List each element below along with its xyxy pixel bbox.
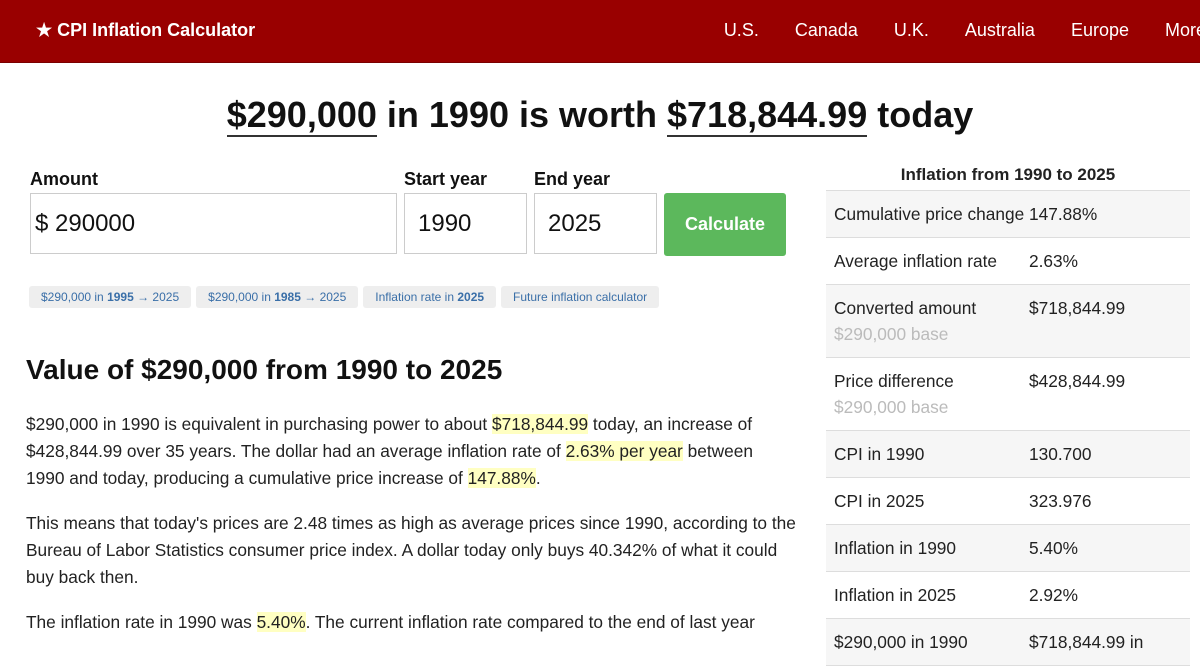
chip-text: Future inflation calculator <box>513 290 648 304</box>
row-value: 2.63% <box>1029 251 1079 271</box>
headline-mid: in 1990 is worth <box>386 94 657 135</box>
chip[interactable]: Future inflation calculator <box>501 286 660 308</box>
chip-text: → 2025 <box>300 290 347 304</box>
row-value: 5.40% <box>1029 538 1079 558</box>
chip-text: $290,000 in <box>208 290 275 304</box>
sidebar-title: Inflation from 1990 to 2025 <box>826 160 1190 191</box>
text: today, an increase of $428,844.99 over 3… <box>26 414 753 461</box>
end-label: End year <box>534 169 611 189</box>
paragraph: The inflation rate in 1990 was 5.40%. Th… <box>26 609 796 636</box>
headline-tail: today <box>877 94 974 135</box>
sidebar-row: Inflation in 2025 2.92% <box>826 572 1190 619</box>
label: Cumulative price change <box>834 204 1025 224</box>
row-value: $718,844.99 <box>1029 298 1126 318</box>
sidebar-row: CPI in 2025 323.976 <box>826 478 1190 525</box>
row-label: CPI in 2025 <box>834 488 1029 514</box>
text: $290,000 in 1990 is equivalent in purcha… <box>26 414 492 434</box>
sidebar-row: Price difference $290,000 base $428,844.99 <box>826 358 1190 431</box>
nav-link[interactable]: U.K. <box>893 20 929 40</box>
row-label: Inflation in 1990 <box>834 535 1029 561</box>
label: Inflation in 1990 <box>834 538 957 558</box>
sidebar-row: Converted amount $290,000 base $718,844.99 <box>826 285 1190 358</box>
chip[interactable]: $290,000 in 1985 → 2025 <box>196 286 359 308</box>
sidebar-rows: Cumulative price change 147.88% Average in… <box>826 191 1190 666</box>
sidebar-row: Inflation in 1990 5.40% <box>826 525 1190 572</box>
text: between 1990 and today, producing a cumu… <box>26 441 753 488</box>
row-label: Price difference $290,000 base <box>834 368 1029 420</box>
chip-text: → 2025 <box>133 290 180 304</box>
amount-label: Amount <box>30 169 98 189</box>
chip-text: 2025 <box>457 290 485 304</box>
sidebar-row: CPI in 1990 130.700 <box>826 431 1190 478</box>
row-label: Inflation in 2025 <box>834 582 1029 608</box>
text: . The current inflation rate compared to… <box>305 612 755 632</box>
nav: U.S. Canada U.K. Australia Europe More <box>724 20 1200 41</box>
label: $290,000 in 1990 <box>834 632 968 652</box>
highlight: 147.88% <box>467 468 536 488</box>
chip[interactable]: $290,000 in 1995 → 2025 <box>29 286 192 308</box>
highlight: 2.63% per year <box>565 441 683 461</box>
end-input[interactable]: 2025 <box>534 193 657 254</box>
currency: $ <box>35 210 49 237</box>
paragraph: $290,000 in 1990 is equivalent in purcha… <box>26 411 796 492</box>
sidebar-row: Average inflation rate 2.63% <box>826 238 1190 285</box>
row-label: Cumulative price change <box>834 201 1029 227</box>
label: Average inflation rate <box>834 251 997 271</box>
label: CPI in 1990 <box>834 444 925 464</box>
sidebar-row: Cumulative price change 147.88% <box>826 191 1190 238</box>
row-label: Average inflation rate <box>834 248 1029 274</box>
row-value: 2.92% <box>1029 585 1079 605</box>
nav-link[interactable]: Europe <box>1070 20 1129 40</box>
nav-link[interactable]: Canada <box>794 20 858 40</box>
chip-text: 1985 <box>274 290 301 304</box>
amount: $290,000 <box>226 94 377 137</box>
text: . <box>535 468 541 488</box>
highlight: 5.40% <box>256 612 306 632</box>
note: $290,000 base <box>834 397 949 417</box>
paragraph: This means that today's prices are 2.48 … <box>26 510 796 591</box>
sidebar-row: $290,000 in 1990 $718,844.99 in <box>826 619 1190 666</box>
label: Inflation in 2025 <box>834 585 957 605</box>
row-label: CPI in 1990 <box>834 441 1029 467</box>
note: $290,000 base <box>834 324 949 344</box>
row-value: $718,844.99 in <box>1029 632 1144 652</box>
brand[interactable]: ★ CPI Inflation Calculator <box>36 20 256 40</box>
label: Converted amount <box>834 298 977 318</box>
chip-text: 1995 <box>107 290 134 304</box>
nav-link[interactable]: Australia <box>964 20 1035 40</box>
headline: $290,000 in 1990 is worth $718,844.99 to… <box>0 94 1200 137</box>
start-input[interactable]: 1990 <box>404 193 527 254</box>
row-value: 130.700 <box>1029 444 1092 464</box>
nav-link[interactable]: More <box>1164 20 1200 40</box>
result: $718,844.99 <box>667 94 868 137</box>
chip[interactable]: Inflation rate in 2025 <box>363 286 497 308</box>
highlight: $718,844.99 <box>491 414 589 434</box>
row-label: $290,000 in 1990 <box>834 629 1029 655</box>
label: Price difference <box>834 371 954 391</box>
paragraphs: $290,000 in 1990 is equivalent in purcha… <box>26 411 796 654</box>
text: This means that today's prices are 2.48 … <box>26 513 796 587</box>
start-label: Start year <box>404 169 488 189</box>
section-heading: Value of $290,000 from 1990 to 2025 <box>26 354 503 385</box>
row-value: 323.976 <box>1029 491 1092 511</box>
chips: $290,000 in 1995 → 2025 $290,000 in 1985 … <box>29 286 660 308</box>
row-label: Converted amount $290,000 base <box>834 295 1029 347</box>
row-value: 147.88% <box>1029 204 1098 224</box>
row-value: $428,844.99 <box>1029 371 1126 391</box>
sidebar: Inflation from 1990 to 2025 Cumulative p… <box>826 160 1190 666</box>
chip-text: $290,000 in <box>41 290 108 304</box>
text: The inflation rate in 1990 was <box>26 612 257 632</box>
header: ★ CPI Inflation Calculator U.S. Canada U.K… <box>0 0 1200 63</box>
calculate-button[interactable]: Calculate <box>664 193 786 256</box>
nav-link[interactable]: U.S. <box>723 20 759 40</box>
amount-input[interactable]: $ 290000 <box>30 193 397 254</box>
amount-value: 290000 <box>55 210 136 237</box>
chip-text: Inflation rate in <box>375 290 458 304</box>
label: CPI in 2025 <box>834 491 925 511</box>
